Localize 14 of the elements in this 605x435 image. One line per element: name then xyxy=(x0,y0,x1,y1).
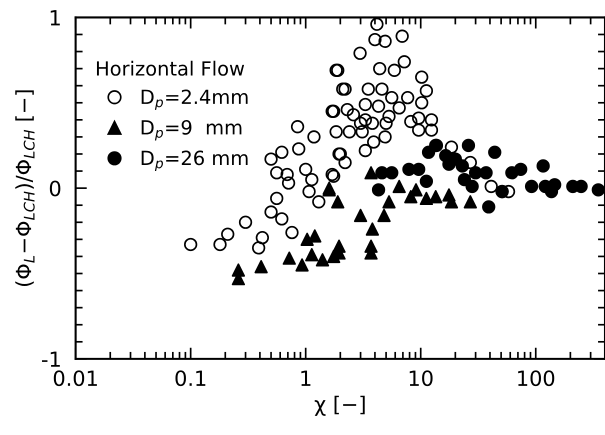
legend-title: Horizontal Flow xyxy=(96,60,244,76)
legend-label: D$_{p}$=26 mm xyxy=(142,150,248,171)
legend-label: D$_{p}$=9 mm xyxy=(142,120,242,140)
y-tick-label: -1 xyxy=(42,352,60,367)
y-tick-label: 1 xyxy=(50,10,60,26)
x-tick-label: 0.1 xyxy=(175,370,206,386)
legend-label: D$_{p}$=2.4mm xyxy=(142,89,248,110)
x-tick-label: 100 xyxy=(518,370,554,386)
x-axis-title: χ [−] xyxy=(314,396,365,416)
x-tick-label: 1 xyxy=(301,370,310,386)
y-tick-label: 0 xyxy=(50,180,60,196)
x-tick-label: 10 xyxy=(410,370,433,386)
y-axis-title: (Φ$_{L}$−Φ$_{LCH}$)/Φ$_{LCH}$ [−] xyxy=(15,90,35,286)
x-tick-label: 0.01 xyxy=(54,370,97,386)
